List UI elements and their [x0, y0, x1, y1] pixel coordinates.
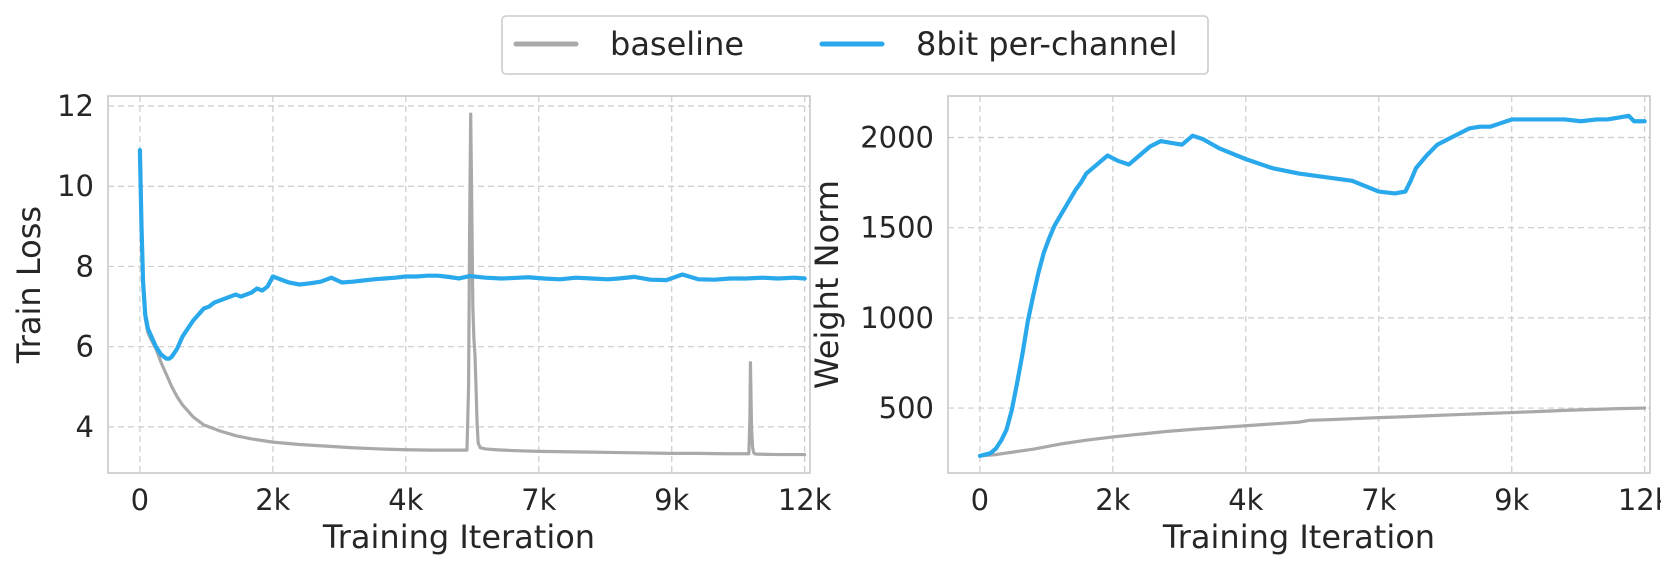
weight-norm-xtick-label: 2k	[1095, 483, 1130, 517]
train-loss-xaxis-label: Training Iteration	[322, 518, 595, 556]
weight-norm-xtick-label: 12k	[1618, 483, 1661, 517]
train-loss-ytick-label: 10	[57, 169, 94, 203]
train-loss-panel: 0 2k 4k 7k 9k 12k 4 6 8 10 12 Training Iteration Tra…	[10, 89, 832, 556]
weight-norm-ytick-label: 1500	[860, 211, 934, 245]
train-loss-xtick-label: 2k	[255, 483, 290, 517]
train-loss-xtick-label: 4k	[388, 483, 423, 517]
train-loss-yaxis-label: Train Loss	[10, 206, 48, 364]
weight-norm-panel: 0 2k 4k 7k 9k 12k 500 1000 1500 2000 Training Iter…	[808, 95, 1661, 556]
weight-norm-xtick-label: 7k	[1361, 483, 1396, 517]
weight-norm-xtick-label: 0	[971, 483, 989, 517]
weight-norm-yaxis-label: Weight Norm	[808, 180, 846, 389]
train-loss-xtick-label: 0	[131, 483, 149, 517]
train-loss-xtick-label: 12k	[778, 483, 832, 517]
train-loss-ytick-label: 12	[57, 89, 94, 123]
weight-norm-series-8bit-per-channel	[977, 113, 1647, 458]
train-loss-ytick-label: 4	[76, 410, 94, 444]
weight-norm-series-baseline	[978, 406, 1647, 458]
weight-norm-ytick-label: 500	[879, 391, 934, 425]
weight-norm-ytick-label: 1000	[860, 301, 934, 335]
train-loss-series-8bit-per-channel	[137, 148, 807, 361]
weight-norm-xtick-label: 9k	[1494, 483, 1529, 517]
legend-label-8bit: 8bit per-channel	[916, 25, 1178, 63]
weight-norm-axes-frame	[947, 95, 1651, 474]
train-loss-axes-frame	[107, 95, 811, 474]
legend-label-baseline: baseline	[610, 25, 744, 63]
weight-norm-xaxis-label: Training Iteration	[1162, 518, 1435, 556]
weight-norm-ytick-label: 2000	[860, 120, 934, 154]
legend: baseline 8bit per-channel	[501, 15, 1209, 75]
train-loss-xtick-label: 7k	[521, 483, 556, 517]
train-loss-ytick-label: 6	[76, 330, 94, 364]
train-loss-series-baseline	[138, 112, 807, 457]
weight-norm-xtick-label: 4k	[1228, 483, 1263, 517]
train-loss-ytick-label: 8	[76, 249, 94, 283]
train-loss-xtick-label: 9k	[654, 483, 689, 517]
